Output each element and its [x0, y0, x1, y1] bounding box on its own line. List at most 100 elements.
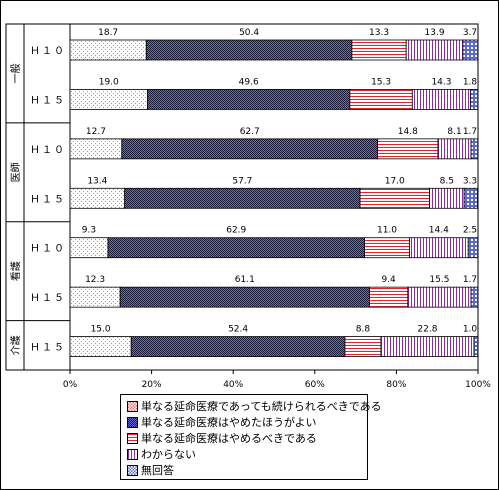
bar-segment	[124, 187, 361, 209]
x-tick-label: 40%	[223, 380, 243, 390]
data-label: 14.3	[431, 77, 451, 87]
bar-segment	[119, 286, 370, 308]
bar-segment	[359, 187, 430, 209]
bar-segment	[467, 237, 479, 259]
data-label: 13.9	[425, 28, 445, 38]
bar-segment	[69, 286, 121, 308]
data-label: 14.8	[398, 127, 418, 137]
group-label: 看護	[9, 261, 22, 281]
row-label: Ｈ１５	[30, 343, 66, 354]
legend-label: わからない	[141, 448, 196, 461]
row-label: Ｈ１０	[30, 244, 66, 255]
data-label: 12.3	[85, 275, 105, 285]
legend-label: 単なる延命医療はやめるべきである	[141, 432, 317, 445]
bar-segment	[369, 286, 409, 308]
bar-segment	[407, 286, 472, 308]
bar-segment	[69, 138, 123, 160]
group-label: 一般	[9, 63, 22, 83]
data-label: 13.3	[369, 28, 389, 38]
bar-segment	[69, 187, 126, 209]
legend-swatch	[127, 432, 138, 444]
bar-segment	[351, 39, 407, 61]
bar-segment	[121, 138, 379, 160]
data-label: 8.8	[356, 325, 371, 335]
bar-segment	[380, 336, 475, 357]
data-label: 3.3	[463, 176, 477, 186]
bar-segment	[107, 237, 365, 259]
data-label: 62.9	[226, 226, 246, 236]
data-label: 1.7	[463, 127, 477, 137]
bar-segment	[69, 39, 147, 61]
data-label: 8.1	[447, 127, 461, 137]
bar-segment	[409, 237, 469, 259]
data-label: 8.5	[440, 176, 454, 186]
row-label: Ｈ１５	[30, 194, 66, 205]
bar-segment	[377, 138, 439, 160]
data-label: 1.0	[463, 325, 478, 335]
data-label: 11.0	[377, 226, 397, 236]
bar-segment	[405, 39, 464, 61]
bar-segment	[147, 89, 351, 110]
data-label: 18.7	[98, 28, 118, 38]
data-label: 1.8	[463, 77, 478, 87]
data-label: 17.0	[385, 176, 405, 186]
data-label: 3.7	[463, 28, 477, 38]
group-label: 医師	[9, 162, 22, 182]
legend-item: 単なる延命医療であっても続けられるべきである	[127, 398, 382, 414]
legend-label: 単なる延命医療であっても続けられるべきである	[141, 400, 382, 413]
bar-segment	[69, 336, 132, 357]
bar-segment	[462, 39, 479, 61]
row-label: Ｈ１５	[30, 293, 66, 304]
legend: 単なる延命医療であっても続けられるべきである 単なる延命医療はやめたほうがよい 単な…	[120, 394, 382, 480]
legend-label: 無回答	[141, 464, 174, 477]
data-label: 15.3	[371, 77, 391, 87]
data-label: 19.0	[99, 77, 119, 87]
bar-segment	[344, 336, 382, 357]
data-label: 1.7	[463, 275, 477, 285]
bar-segment	[470, 286, 479, 308]
legend-item: 単なる延命医療はやめるべきである	[127, 430, 317, 446]
bar-segment	[463, 187, 478, 209]
data-label: 57.7	[232, 176, 252, 186]
bar-segment	[470, 89, 479, 110]
bar-segment	[470, 138, 479, 160]
x-tick-label: 100%	[465, 380, 491, 390]
bar-segment	[437, 138, 472, 160]
data-label: 62.7	[240, 127, 260, 137]
legend-item: 単なる延命医療はやめたほうがよい	[127, 414, 316, 430]
data-label: 13.4	[87, 176, 107, 186]
bar-segment	[364, 237, 410, 259]
legend-item: わからない	[127, 446, 196, 462]
row-label: Ｈ１５	[30, 95, 66, 106]
data-label: 9.3	[82, 226, 96, 236]
x-tick-label: 0%	[63, 380, 78, 390]
bar-segment	[411, 89, 472, 110]
data-label: 22.8	[417, 325, 437, 335]
legend-label: 単なる延命医療はやめたほうがよい	[141, 416, 317, 429]
data-label: 15.0	[91, 325, 111, 335]
data-label: 12.7	[86, 127, 106, 137]
data-label: 15.5	[429, 275, 449, 285]
x-tick-label: 60%	[305, 380, 325, 390]
data-label: 61.1	[235, 275, 255, 285]
bar-segment	[130, 336, 346, 357]
bar-segment	[429, 187, 465, 209]
data-label: 14.4	[429, 226, 449, 236]
x-tick-label: 20%	[142, 380, 162, 390]
group-label: 介護	[9, 335, 22, 355]
legend-swatch	[127, 448, 138, 460]
row-label: Ｈ１０	[30, 46, 66, 57]
data-label: 9.4	[381, 275, 396, 285]
data-label: 50.4	[239, 28, 259, 38]
bar-segment	[349, 89, 413, 110]
bar-segment	[69, 89, 148, 110]
bar-segment	[145, 39, 353, 61]
legend-item: 無回答	[127, 462, 174, 478]
bar-segment	[69, 237, 109, 259]
x-tick-label: 80%	[386, 380, 406, 390]
data-label: 49.6	[239, 77, 259, 87]
legend-swatch	[127, 400, 138, 412]
row-label: Ｈ１０	[30, 145, 66, 156]
data-label: 2.5	[463, 226, 477, 236]
